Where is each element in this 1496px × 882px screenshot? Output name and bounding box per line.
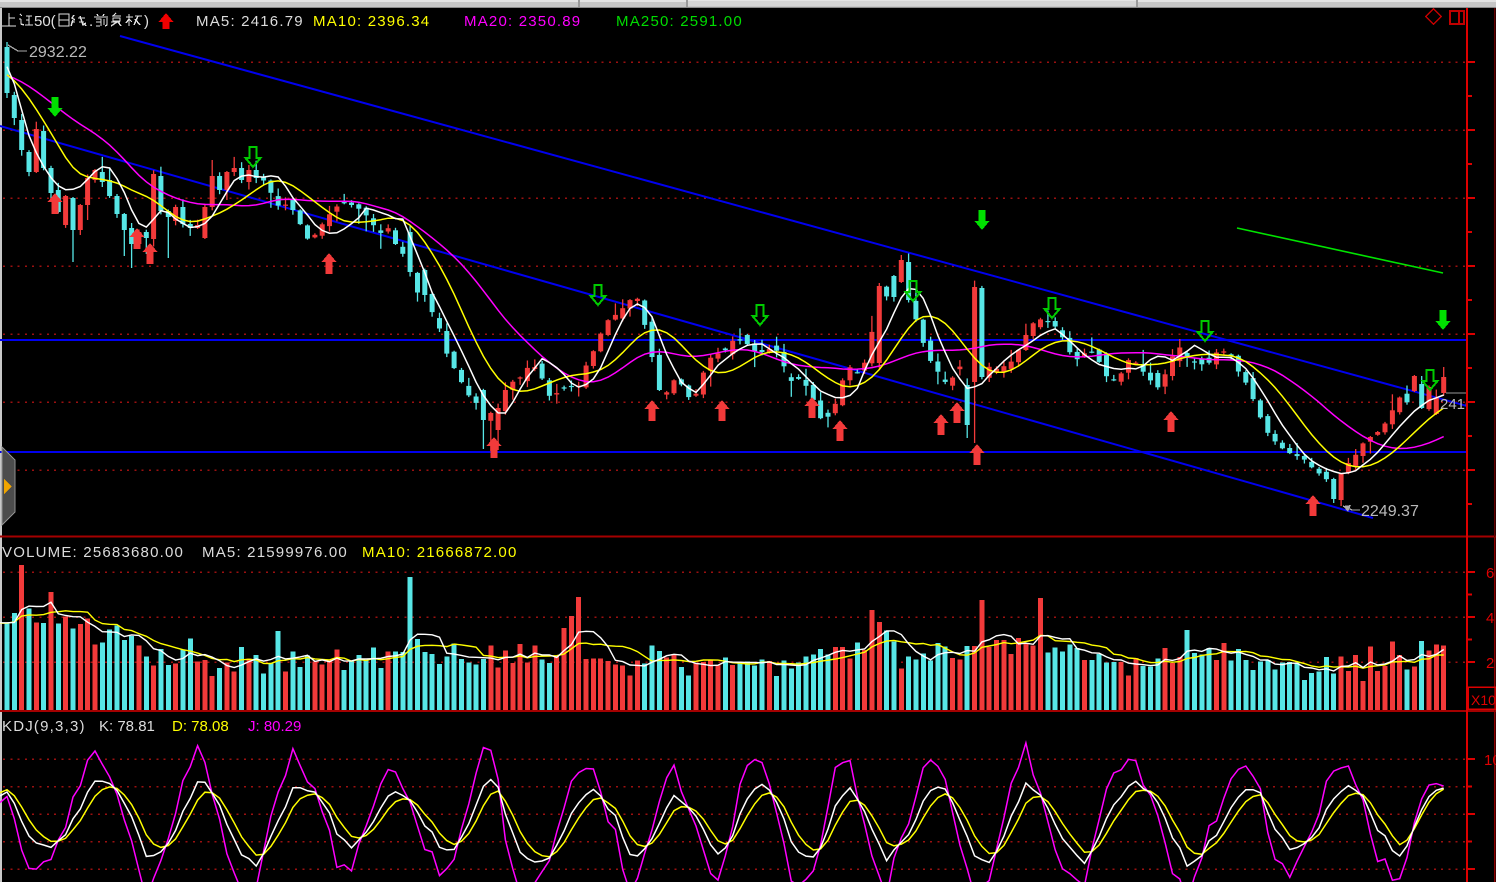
svg-text:MA5: 21599976.00: MA5: 21599976.00 (202, 544, 348, 561)
svg-text:2249.37: 2249.37 (1361, 503, 1419, 520)
svg-text:10: 10 (1484, 752, 1496, 769)
svg-text:MA20: 2350.89: MA20: 2350.89 (464, 13, 581, 30)
svg-text:MA10: 2396.34: MA10: 2396.34 (313, 13, 430, 30)
svg-text:MA250: 2591.00: MA250: 2591.00 (616, 13, 743, 30)
svg-text:K: 78.81: K: 78.81 (99, 718, 155, 735)
svg-text:4: 4 (1486, 610, 1494, 627)
svg-text:VOLUME: 25683680.00: VOLUME: 25683680.00 (2, 544, 184, 561)
svg-text:6: 6 (1486, 565, 1494, 582)
svg-text:X100: X100 (1471, 692, 1496, 708)
svg-text:2: 2 (1486, 655, 1494, 672)
svg-text:MA10: 21666872.00: MA10: 21666872.00 (362, 544, 518, 561)
svg-text:J: 80.29: J: 80.29 (248, 718, 301, 735)
svg-text:.: . (89, 13, 93, 30)
svg-text:KDJ(9,3,3): KDJ(9,3,3) (2, 718, 86, 735)
svg-text:): ) (144, 13, 149, 30)
svg-text:MA5: 2416.79: MA5: 2416.79 (196, 13, 304, 30)
svg-text:2416.79: 2416.79 (1440, 396, 1494, 413)
svg-text:D: 78.08: D: 78.08 (172, 718, 229, 735)
svg-text:50(: 50( (34, 13, 56, 30)
svg-text:2932.22: 2932.22 (29, 44, 87, 61)
